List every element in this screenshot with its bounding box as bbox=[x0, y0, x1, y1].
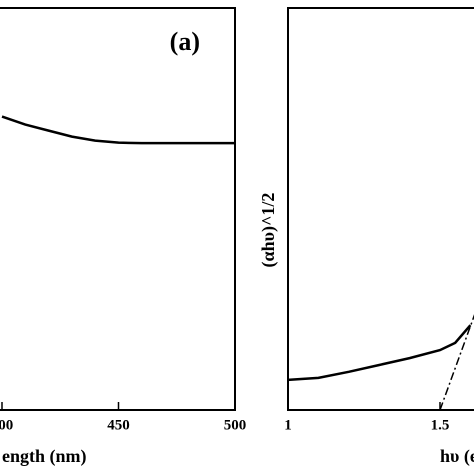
x-axis-label: hυ (e bbox=[440, 446, 474, 467]
panel-label: (a) bbox=[170, 27, 200, 56]
fit-line bbox=[439, 314, 474, 411]
y-axis-label: (αhυ)^1/2 bbox=[258, 193, 279, 268]
x-tick-label: 450 bbox=[107, 417, 130, 433]
data-line bbox=[1, 115, 235, 145]
data-line bbox=[287, 324, 472, 382]
x-tick-label: 400 bbox=[0, 417, 13, 433]
plot-frame bbox=[287, 7, 474, 411]
x-axis-label: ength (nm) bbox=[2, 446, 87, 467]
x-tick-label: 1.5 bbox=[431, 417, 450, 433]
x-tick-label: 500 bbox=[224, 417, 247, 433]
x-tick-label: 1 bbox=[284, 417, 292, 433]
plot-frame bbox=[0, 7, 236, 411]
